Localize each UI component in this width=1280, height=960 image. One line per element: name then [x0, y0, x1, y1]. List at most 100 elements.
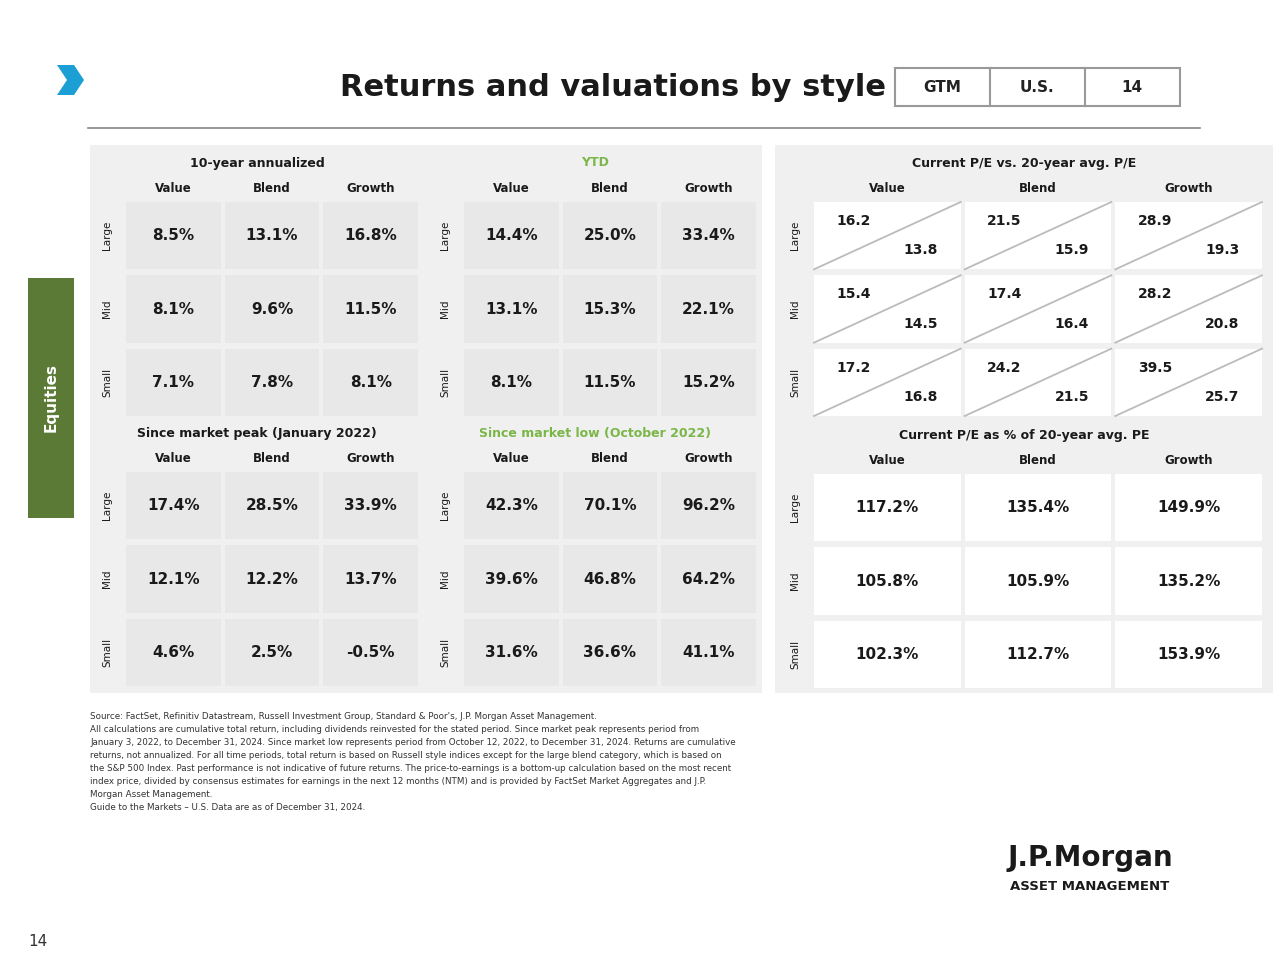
Text: 19.3: 19.3 — [1206, 244, 1239, 257]
Text: 46.8%: 46.8% — [584, 571, 636, 587]
Text: index price, divided by consensus estimates for earnings in the next 12 months (: index price, divided by consensus estima… — [90, 777, 707, 786]
Text: Small: Small — [790, 639, 800, 669]
Text: 12.1%: 12.1% — [147, 571, 200, 587]
FancyBboxPatch shape — [465, 545, 558, 612]
Text: 25.7: 25.7 — [1206, 390, 1239, 404]
FancyBboxPatch shape — [774, 145, 1274, 693]
Text: Large: Large — [440, 491, 451, 520]
Text: Value: Value — [155, 451, 192, 465]
Text: 11.5%: 11.5% — [584, 374, 636, 390]
FancyBboxPatch shape — [225, 618, 319, 686]
Text: Large: Large — [790, 493, 800, 522]
Text: Growth: Growth — [1165, 453, 1213, 467]
Text: Since market low (October 2022): Since market low (October 2022) — [479, 426, 710, 440]
FancyBboxPatch shape — [563, 276, 658, 343]
Text: GTM: GTM — [923, 80, 961, 94]
Text: Small: Small — [440, 368, 451, 396]
FancyBboxPatch shape — [965, 474, 1111, 541]
Text: All calculations are cumulative total return, including dividends reinvested for: All calculations are cumulative total re… — [90, 725, 699, 734]
Text: U.S.: U.S. — [1020, 80, 1055, 94]
FancyBboxPatch shape — [895, 68, 1180, 106]
FancyBboxPatch shape — [814, 202, 961, 270]
FancyBboxPatch shape — [1115, 474, 1262, 541]
Text: 7.8%: 7.8% — [251, 374, 293, 390]
Text: 14.5: 14.5 — [904, 317, 938, 331]
Text: 13.1%: 13.1% — [485, 301, 538, 317]
FancyBboxPatch shape — [465, 348, 558, 416]
Text: 21.5: 21.5 — [987, 214, 1021, 228]
Text: 8.1%: 8.1% — [490, 374, 532, 390]
Text: 13.7%: 13.7% — [344, 571, 397, 587]
Text: Blend: Blend — [1019, 181, 1057, 195]
Text: 17.4%: 17.4% — [147, 498, 200, 514]
Text: Guide to the Markets – U.S. Data are as of December 31, 2024.: Guide to the Markets – U.S. Data are as … — [90, 803, 365, 812]
Text: 9.6%: 9.6% — [251, 301, 293, 317]
FancyBboxPatch shape — [225, 545, 319, 612]
Text: Small: Small — [102, 637, 113, 667]
Text: Value: Value — [493, 451, 530, 465]
Text: 112.7%: 112.7% — [1006, 647, 1070, 661]
FancyBboxPatch shape — [324, 618, 419, 686]
Text: Current P/E as % of 20-year avg. PE: Current P/E as % of 20-year avg. PE — [899, 428, 1149, 442]
Text: 22.1%: 22.1% — [682, 301, 735, 317]
Text: 28.2: 28.2 — [1138, 287, 1172, 301]
FancyBboxPatch shape — [563, 618, 658, 686]
Text: 14: 14 — [28, 934, 47, 949]
Text: 8.5%: 8.5% — [152, 228, 195, 243]
Text: -0.5%: -0.5% — [347, 645, 396, 660]
FancyBboxPatch shape — [1115, 276, 1262, 343]
Text: 20.8: 20.8 — [1206, 317, 1239, 331]
Text: Growth: Growth — [347, 181, 396, 195]
FancyBboxPatch shape — [225, 348, 319, 416]
Text: 149.9%: 149.9% — [1157, 500, 1220, 516]
Text: 36.6%: 36.6% — [584, 645, 636, 660]
FancyBboxPatch shape — [225, 472, 319, 540]
Text: Growth: Growth — [685, 451, 733, 465]
FancyBboxPatch shape — [90, 145, 762, 693]
FancyBboxPatch shape — [125, 545, 220, 612]
FancyBboxPatch shape — [965, 547, 1111, 614]
Text: 16.4: 16.4 — [1055, 317, 1089, 331]
Text: 31.6%: 31.6% — [485, 645, 538, 660]
FancyBboxPatch shape — [563, 348, 658, 416]
Text: Large: Large — [102, 221, 113, 251]
Text: 8.1%: 8.1% — [349, 374, 392, 390]
FancyBboxPatch shape — [563, 545, 658, 612]
Text: 24.2: 24.2 — [987, 361, 1021, 374]
FancyBboxPatch shape — [965, 348, 1111, 416]
Text: 28.9: 28.9 — [1138, 214, 1172, 228]
Text: 13.1%: 13.1% — [246, 228, 298, 243]
Text: Growth: Growth — [347, 451, 396, 465]
Text: 42.3%: 42.3% — [485, 498, 538, 514]
Text: Value: Value — [869, 453, 906, 467]
Text: 102.3%: 102.3% — [855, 647, 919, 661]
Text: Morgan Asset Management.: Morgan Asset Management. — [90, 790, 212, 799]
FancyBboxPatch shape — [662, 276, 756, 343]
Text: Current P/E vs. 20-year avg. P/E: Current P/E vs. 20-year avg. P/E — [911, 156, 1137, 170]
Text: 14.4%: 14.4% — [485, 228, 538, 243]
Text: Equities: Equities — [44, 364, 59, 433]
Text: 8.1%: 8.1% — [152, 301, 195, 317]
Text: 16.8%: 16.8% — [344, 228, 397, 243]
Text: 153.9%: 153.9% — [1157, 647, 1220, 661]
Text: Mid: Mid — [440, 569, 451, 588]
Text: 105.8%: 105.8% — [856, 573, 919, 588]
FancyBboxPatch shape — [125, 202, 220, 270]
Text: 7.1%: 7.1% — [152, 374, 195, 390]
Text: Mid: Mid — [440, 300, 451, 319]
Text: Small: Small — [790, 368, 800, 396]
FancyBboxPatch shape — [965, 276, 1111, 343]
FancyBboxPatch shape — [465, 618, 558, 686]
Text: Mid: Mid — [102, 300, 113, 319]
Text: YTD: YTD — [581, 156, 609, 170]
FancyBboxPatch shape — [28, 278, 74, 518]
FancyBboxPatch shape — [814, 348, 961, 416]
Text: Blend: Blend — [253, 451, 291, 465]
Text: 64.2%: 64.2% — [682, 571, 735, 587]
FancyBboxPatch shape — [814, 547, 961, 614]
FancyBboxPatch shape — [965, 202, 1111, 270]
Text: Large: Large — [102, 491, 113, 520]
FancyBboxPatch shape — [125, 276, 220, 343]
Text: 33.4%: 33.4% — [682, 228, 735, 243]
FancyBboxPatch shape — [225, 202, 319, 270]
